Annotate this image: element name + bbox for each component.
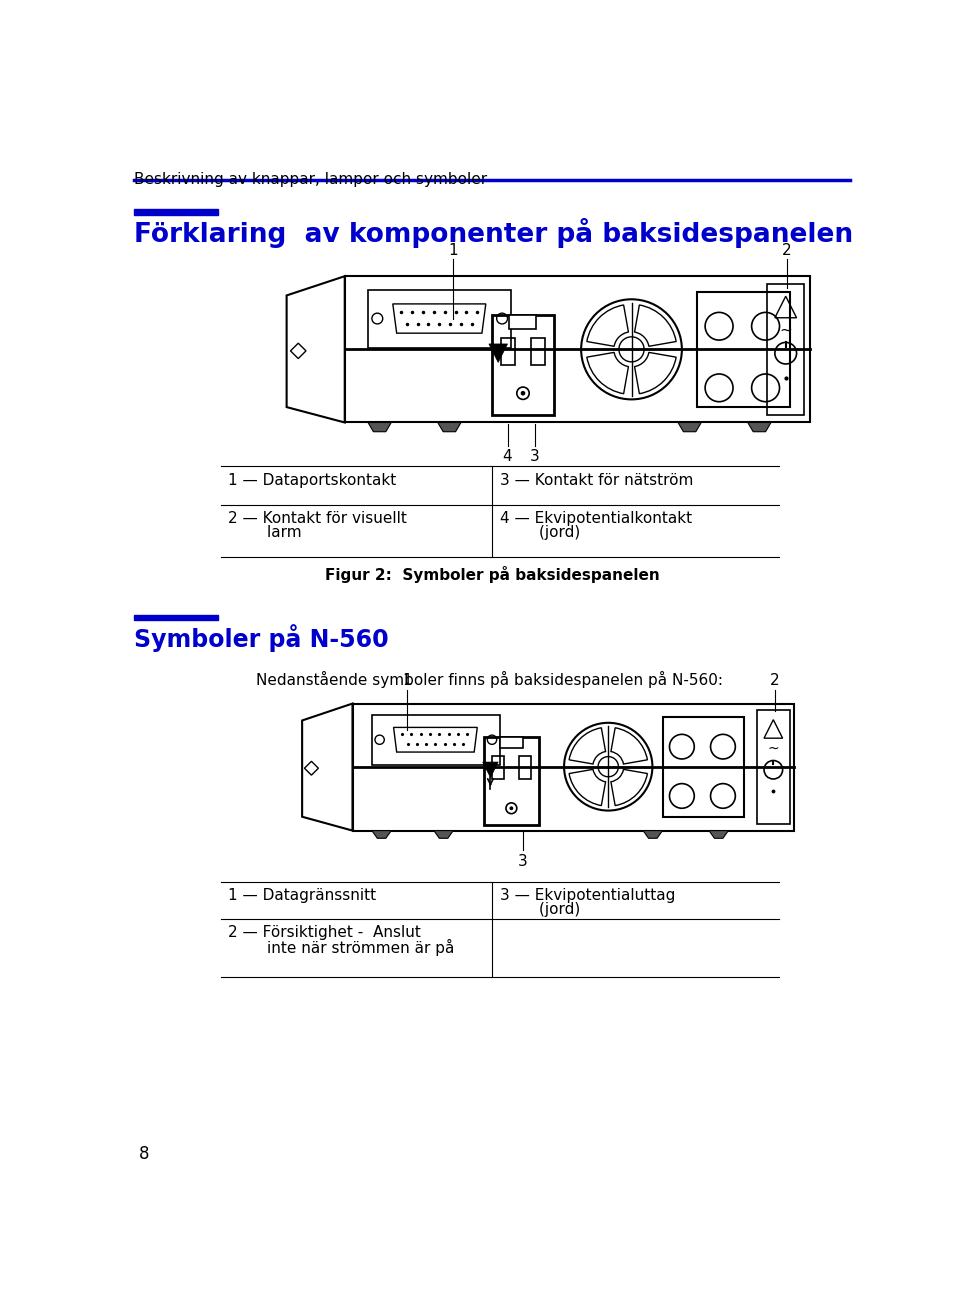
Text: 1 — Datagränssnitt: 1 — Datagränssnitt bbox=[228, 889, 376, 903]
Bar bbox=[484, 737, 539, 825]
Bar bbox=[767, 284, 804, 414]
Text: 4: 4 bbox=[503, 450, 513, 464]
Wedge shape bbox=[611, 770, 647, 805]
Circle shape bbox=[520, 391, 525, 396]
Bar bbox=[519, 755, 531, 779]
Text: 2: 2 bbox=[770, 673, 780, 689]
Bar bbox=[501, 337, 516, 365]
Text: 1: 1 bbox=[448, 243, 458, 257]
Circle shape bbox=[510, 806, 514, 810]
Polygon shape bbox=[438, 422, 461, 431]
Polygon shape bbox=[489, 344, 508, 362]
Bar bbox=[509, 315, 537, 328]
Polygon shape bbox=[483, 762, 498, 778]
Bar bbox=[368, 290, 512, 348]
Text: 3: 3 bbox=[518, 853, 528, 869]
Text: Nedanstående symboler finns på baksidespanelen på N-560:: Nedanstående symboler finns på baksidesp… bbox=[255, 672, 723, 689]
Text: (jord): (jord) bbox=[500, 525, 580, 540]
Bar bbox=[757, 710, 789, 825]
Wedge shape bbox=[635, 305, 676, 346]
Text: Symboler på N-560: Symboler på N-560 bbox=[134, 625, 389, 652]
Polygon shape bbox=[368, 422, 392, 431]
Text: Beskrivning av knappar, lampor och symboler: Beskrivning av knappar, lampor och symbo… bbox=[134, 173, 487, 187]
Polygon shape bbox=[643, 830, 662, 838]
Text: 1: 1 bbox=[402, 673, 412, 689]
Text: ~: ~ bbox=[780, 323, 792, 337]
Bar bbox=[492, 315, 554, 414]
Text: Förklaring  av komponenter på baksidespanelen: Förklaring av komponenter på baksidespan… bbox=[134, 218, 853, 248]
Text: 3 — Ekvipotentialuttag: 3 — Ekvipotentialuttag bbox=[500, 889, 675, 903]
Bar bbox=[662, 718, 744, 817]
Text: 2: 2 bbox=[781, 243, 791, 257]
Text: 8: 8 bbox=[139, 1145, 150, 1163]
Text: 1 — Dataportskontakt: 1 — Dataportskontakt bbox=[228, 473, 396, 488]
Polygon shape bbox=[434, 830, 453, 838]
Bar bbox=[697, 291, 790, 406]
Text: inte när strömmen är på: inte när strömmen är på bbox=[228, 940, 455, 957]
Polygon shape bbox=[748, 422, 771, 431]
Bar bbox=[531, 337, 544, 365]
Bar bbox=[500, 737, 523, 748]
Bar bbox=[352, 703, 794, 830]
Wedge shape bbox=[569, 770, 606, 805]
Bar bbox=[492, 755, 504, 779]
Text: 4 — Ekvipotentialkontakt: 4 — Ekvipotentialkontakt bbox=[500, 511, 692, 525]
Text: 3: 3 bbox=[530, 450, 540, 464]
Text: 3 — Kontakt för nätström: 3 — Kontakt för nätström bbox=[500, 473, 693, 488]
Bar bbox=[372, 715, 500, 765]
Text: 2 — Kontakt för visuellt: 2 — Kontakt för visuellt bbox=[228, 511, 407, 525]
Bar bbox=[345, 276, 809, 422]
Bar bbox=[134, 209, 218, 214]
Text: larm: larm bbox=[228, 525, 302, 540]
Text: ~: ~ bbox=[767, 742, 780, 755]
Wedge shape bbox=[635, 353, 676, 393]
Wedge shape bbox=[611, 728, 647, 765]
Wedge shape bbox=[569, 728, 606, 765]
Bar bbox=[134, 616, 218, 621]
Text: 2 — Försiktighet -  Anslut: 2 — Försiktighet - Anslut bbox=[228, 925, 421, 940]
Wedge shape bbox=[587, 353, 629, 393]
Text: Figur 2:  Symboler på baksidespanelen: Figur 2: Symboler på baksidespanelen bbox=[324, 566, 660, 583]
Wedge shape bbox=[587, 305, 629, 346]
Polygon shape bbox=[678, 422, 701, 431]
Polygon shape bbox=[372, 830, 392, 838]
Polygon shape bbox=[709, 830, 729, 838]
Text: (jord): (jord) bbox=[500, 902, 580, 918]
